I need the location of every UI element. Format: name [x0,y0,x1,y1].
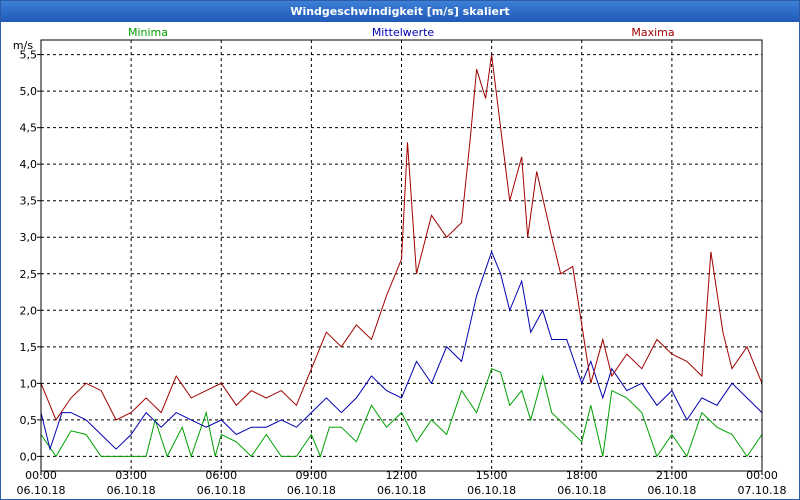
x-tick-date-label: 06.10.18 [197,484,246,497]
y-tick-label: 2,0 [20,304,38,317]
y-tick-label: 1,0 [20,377,38,390]
x-tick-time-label: 06:00 [205,469,237,482]
y-tick-label: 4,5 [20,122,38,135]
series-line-minima [40,368,763,459]
x-tick-time-label: 12:00 [386,469,418,482]
x-tick-time-label: 03:00 [115,469,147,482]
x-tick-date-label: 06.10.18 [647,484,696,497]
series-layer [40,54,763,459]
y-tick-label: 3,0 [20,231,38,244]
x-tick-time-label: 00:00 [25,469,57,482]
wind-speed-chart: m/s 0,0 0,5 1,0 1,5 2,0 2,5 3,0 3,5 4,0 4,5 5,0 5,5… [13,26,787,497]
y-tick-label: 0,5 [20,414,38,427]
axis-layer: 0,0 0,5 1,0 1,5 2,0 2,5 3,0 3,5 4,0 4,5 5,0 5,5 00:0… [17,49,787,497]
y-tick-label: 2,5 [20,268,38,281]
series-line-maxima [40,54,763,421]
y-tick-label: 1,5 [20,341,38,354]
x-tick-time-label: 18:00 [566,469,598,482]
x-tick-date-label: 06.10.18 [17,484,66,497]
window-title: Windgeschwindigkeit [m/s] skaliert [1,1,799,22]
x-tick-time-label: 09:00 [296,469,328,482]
legend-maxima: Maxima [631,26,674,39]
x-tick-date-label: 06.10.18 [557,484,606,497]
x-tick-time-label: 15:00 [476,469,508,482]
y-tick-label: 0,0 [20,450,38,463]
y-tick-label: 4,0 [20,158,38,171]
y-axis-label: m/s [13,39,33,52]
x-tick-date-label: 07.10.18 [738,484,787,497]
x-tick-date-label: 06.10.18 [287,484,336,497]
series-line-mittelwerte [40,250,763,451]
y-tick-label: 5,0 [20,85,38,98]
x-tick-date-label: 06.10.18 [467,484,516,497]
x-tick-date-label: 06.10.18 [107,484,156,497]
y-tick-label: 3,5 [20,195,38,208]
x-tick-time-label: 00:00 [746,469,778,482]
legend-mittelwerte: Mittelwerte [372,26,435,39]
y-tick-label: 5,5 [20,49,38,62]
legend-layer: Minima Mittelwerte Maxima [128,26,675,39]
legend-minima: Minima [128,26,168,39]
x-tick-date-label: 06.10.18 [377,484,426,497]
x-tick-time-label: 21:00 [656,469,688,482]
